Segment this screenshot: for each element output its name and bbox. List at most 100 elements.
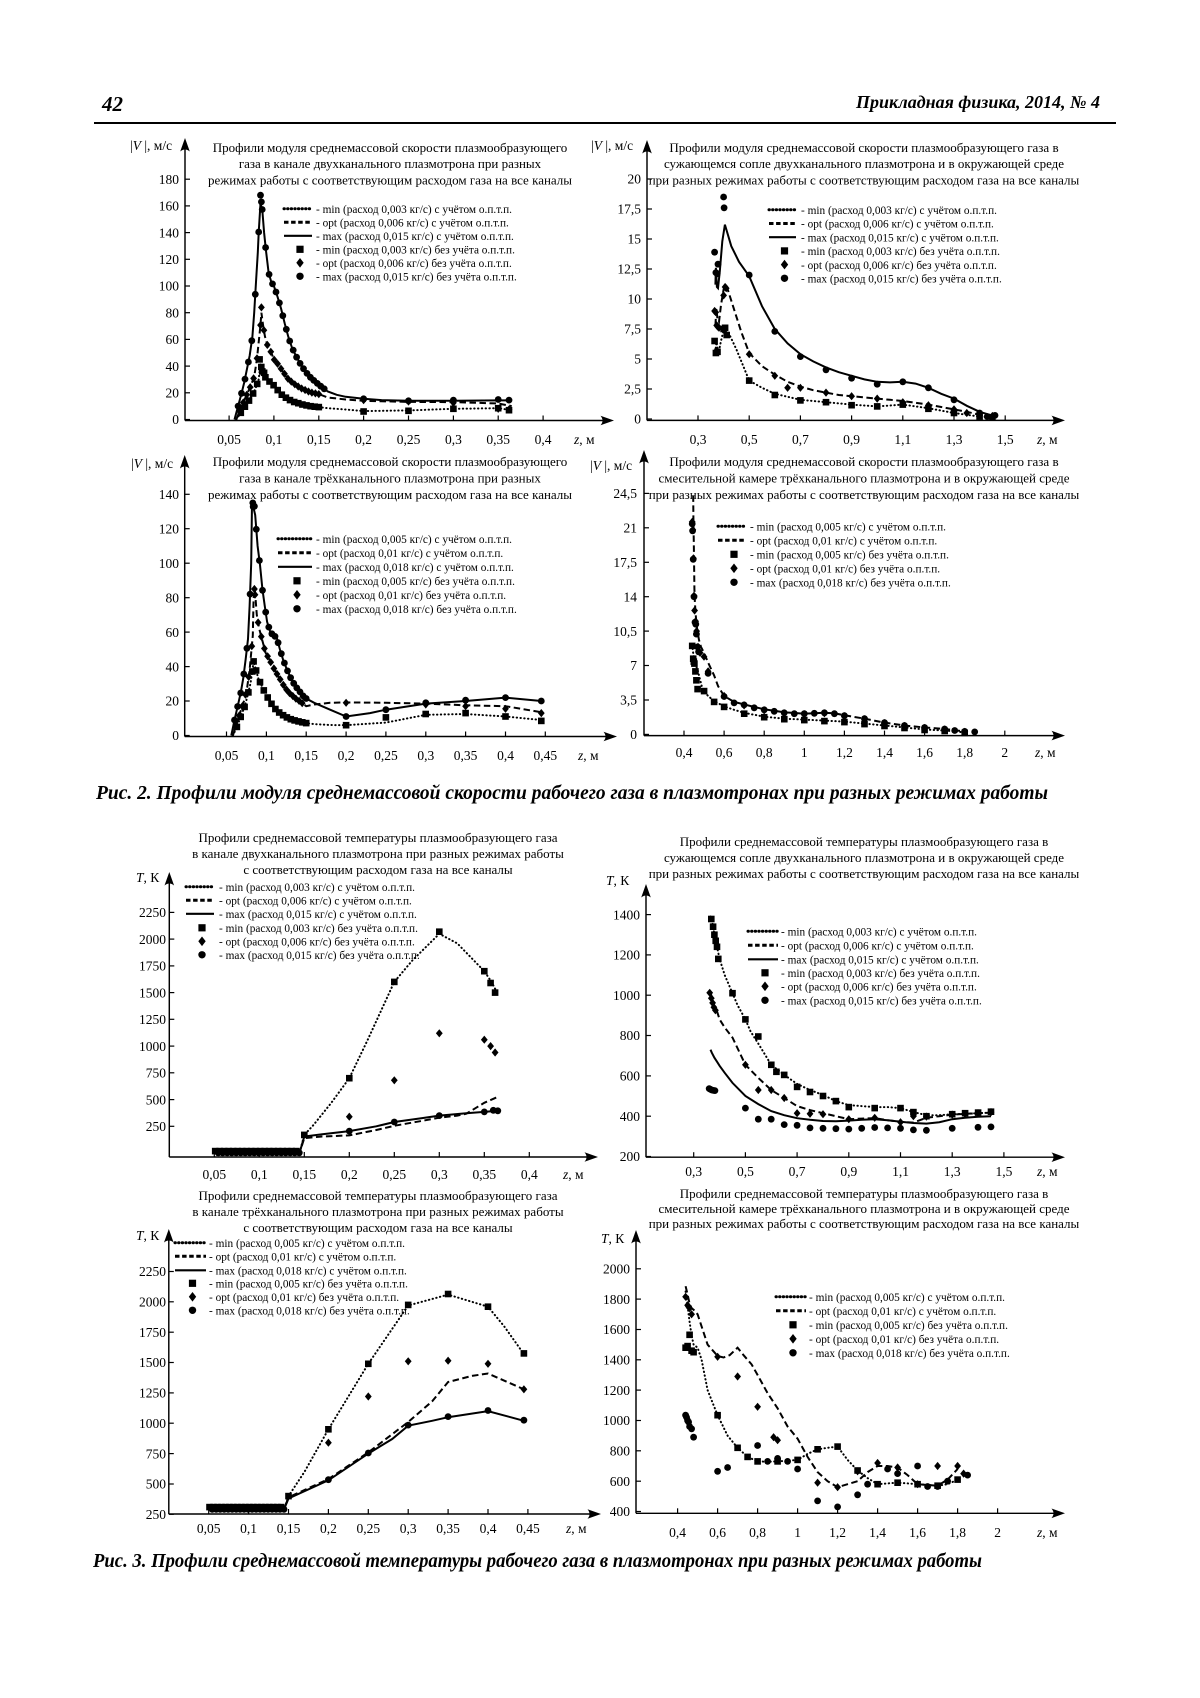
svg-text:- max (расход 0,015 кг/с) с уч: - max (расход 0,015 кг/с) с учётом о.п.т… <box>219 909 417 921</box>
svg-text:0,6: 0,6 <box>716 745 733 760</box>
svg-text:0,1: 0,1 <box>258 748 275 763</box>
svg-text:при разных режимах работы с со: при разных режимах работы с соответствую… <box>649 173 1080 188</box>
svg-text:2,5: 2,5 <box>624 382 641 397</box>
svg-text:160: 160 <box>159 199 180 214</box>
svg-text:0,6: 0,6 <box>709 1525 726 1540</box>
svg-text:|V |, м/с: |V |, м/с <box>130 138 172 153</box>
svg-text:0,1: 0,1 <box>251 1167 268 1182</box>
svg-text:|V |, м/с: |V |, м/с <box>591 138 633 153</box>
svg-text:- opt (расход 0,01 кг/с) без у: - opt (расход 0,01 кг/с) без учёта о.п.т… <box>316 590 506 602</box>
svg-text:1,6: 1,6 <box>916 745 933 760</box>
svg-text:12,5: 12,5 <box>617 262 641 277</box>
svg-text:1: 1 <box>801 745 808 760</box>
svg-text:0,9: 0,9 <box>840 1164 857 1179</box>
svg-text:0,3: 0,3 <box>400 1521 417 1536</box>
svg-text:в канале двухканального плазмо: в канале двухканального плазмотрона при … <box>192 846 564 861</box>
svg-text:1,8: 1,8 <box>949 1525 966 1540</box>
svg-text:- opt (расход 0,01 кг/с) без у: - opt (расход 0,01 кг/с) без учёта о.п.т… <box>809 1334 999 1346</box>
svg-text:- opt (расход 0,006 кг/с) без: - opt (расход 0,006 кг/с) без учёта о.п.… <box>316 258 512 270</box>
svg-text:20: 20 <box>166 386 180 401</box>
svg-text:0,8: 0,8 <box>749 1525 766 1540</box>
svg-text:- min (расход 0,005 кг/с) без: - min (расход 0,005 кг/с) без учёта о.п.… <box>209 1279 408 1291</box>
svg-text:при разных режимах работы с со: при разных режимах работы с соответствую… <box>649 487 1080 502</box>
svg-text:0,4: 0,4 <box>535 432 552 447</box>
svg-text:0,4: 0,4 <box>676 745 693 760</box>
svg-text:при разных режимах работы с со: при разных режимах работы с соответствую… <box>649 866 1080 881</box>
svg-text:в канале трёхканального плазмо: в канале трёхканального плазмотрона при … <box>192 1204 563 1219</box>
svg-text:- min (расход 0,003 кг/с) без: - min (расход 0,003 кг/с) без учёта о.п.… <box>316 245 515 257</box>
svg-text:21: 21 <box>624 521 638 536</box>
svg-text:3,5: 3,5 <box>620 693 637 708</box>
svg-text:80: 80 <box>166 305 180 320</box>
svg-text:10,5: 10,5 <box>613 624 637 639</box>
svg-text:400: 400 <box>610 1504 631 1519</box>
svg-text:- min (расход 0,003 кг/с) без: - min (расход 0,003 кг/с) без учёта о.п.… <box>219 923 418 935</box>
svg-text:1,3: 1,3 <box>944 1164 961 1179</box>
svg-text:0,3: 0,3 <box>417 748 434 763</box>
svg-text:z, м: z, м <box>565 1521 587 1536</box>
svg-text:- max (расход 0,018 кг/с) без: - max (расход 0,018 кг/с) без учёта о.п.… <box>209 1306 410 1318</box>
svg-text:- opt (расход 0,01 кг/с) с учё: - opt (расход 0,01 кг/с) с учётом о.п.т.… <box>809 1306 996 1318</box>
svg-text:- max (расход 0,018 кг/с) без: - max (расход 0,018 кг/с) без учёта о.п.… <box>316 604 517 616</box>
svg-text:2250: 2250 <box>139 905 166 920</box>
svg-text:- max (расход 0,015 кг/с) без: - max (расход 0,015 кг/с) без учёта о.п.… <box>781 996 982 1008</box>
svg-text:1500: 1500 <box>139 985 166 1000</box>
svg-text:60: 60 <box>166 625 180 640</box>
svg-text:0,35: 0,35 <box>454 748 478 763</box>
svg-text:0,3: 0,3 <box>431 1167 448 1182</box>
svg-text:1,5: 1,5 <box>995 1164 1012 1179</box>
svg-text:0,05: 0,05 <box>217 432 241 447</box>
svg-text:0,4: 0,4 <box>480 1521 497 1536</box>
svg-text:- opt (расход 0,01 кг/с) с учё: - opt (расход 0,01 кг/с) с учётом о.п.т.… <box>209 1252 396 1264</box>
svg-text:- min (расход 0,003 кг/с) с уч: - min (расход 0,003 кг/с) с учётом о.п.т… <box>801 205 997 217</box>
svg-text:- opt (расход 0,01 кг/с) с учё: - opt (расход 0,01 кг/с) с учётом о.п.т.… <box>316 548 503 560</box>
svg-text:80: 80 <box>166 590 180 605</box>
svg-text:7,5: 7,5 <box>624 322 641 337</box>
svg-text:с соответствующим расходом газ: с соответствующим расходом газа на все к… <box>243 862 513 877</box>
svg-text:0,8: 0,8 <box>756 745 773 760</box>
svg-text:смесительной камере трёхканаль: смесительной камере трёхканального плазм… <box>658 1201 1069 1216</box>
svg-text:0,15: 0,15 <box>292 1167 316 1182</box>
svg-text:0,9: 0,9 <box>843 432 860 447</box>
svg-text:с соответствующим расходом газ: с соответствующим расходом газа на все к… <box>243 1220 513 1235</box>
svg-text:z, м: z, м <box>1034 745 1056 760</box>
svg-text:1250: 1250 <box>139 1386 166 1401</box>
svg-text:0,35: 0,35 <box>486 432 510 447</box>
svg-text:0,3: 0,3 <box>685 1164 702 1179</box>
svg-text:1750: 1750 <box>139 959 166 974</box>
svg-text:- opt (расход 0,006 кг/с) без: - opt (расход 0,006 кг/с) без учёта о.п.… <box>219 937 415 949</box>
svg-text:z, м: z, м <box>577 748 599 763</box>
svg-text:0,15: 0,15 <box>294 748 318 763</box>
svg-text:140: 140 <box>159 225 180 240</box>
svg-text:- max (расход 0,015 кг/с) с уч: - max (расход 0,015 кг/с) с учётом о.п.т… <box>781 955 979 967</box>
svg-text:0,1: 0,1 <box>265 432 282 447</box>
svg-text:Профили модуля среднемассовой: Профили модуля среднемассовой скорости п… <box>669 454 1058 469</box>
svg-text:600: 600 <box>620 1069 641 1084</box>
svg-text:0,2: 0,2 <box>355 432 372 447</box>
svg-text:0,05: 0,05 <box>215 748 239 763</box>
svg-text:- min (расход 0,003 кг/с) с уч: - min (расход 0,003 кг/с) с учётом о.п.т… <box>219 882 415 894</box>
svg-text:40: 40 <box>166 359 180 374</box>
svg-text:1000: 1000 <box>139 1416 166 1431</box>
svg-text:- opt (расход 0,01 кг/с) без у: - opt (расход 0,01 кг/с) без учёта о.п.т… <box>750 564 940 576</box>
svg-text:0,5: 0,5 <box>737 1164 754 1179</box>
svg-text:0,3: 0,3 <box>445 432 462 447</box>
svg-text:- opt (расход 0,006 кг/с) с уч: - opt (расход 0,006 кг/с) с учётом о.п.т… <box>801 219 994 231</box>
svg-text:0,25: 0,25 <box>382 1167 406 1182</box>
svg-text:0,1: 0,1 <box>240 1521 257 1536</box>
svg-text:1250: 1250 <box>139 1012 166 1027</box>
svg-text:1,2: 1,2 <box>829 1525 846 1540</box>
svg-text:400: 400 <box>620 1109 641 1124</box>
svg-text:1400: 1400 <box>613 907 640 922</box>
svg-text:Прикладная физика, 2014, № 4: Прикладная физика, 2014, № 4 <box>855 92 1100 112</box>
svg-text:1750: 1750 <box>139 1325 166 1340</box>
svg-text:- opt (расход 0,006 кг/с) без: - opt (расход 0,006 кг/с) без учёта о.п.… <box>801 260 997 272</box>
svg-text:- min (расход 0,003 кг/с) с уч: - min (расход 0,003 кг/с) с учётом о.п.т… <box>781 927 977 939</box>
svg-text:750: 750 <box>146 1446 167 1461</box>
svg-text:смесительной камере трёхканаль: смесительной камере трёхканального плазм… <box>658 471 1069 486</box>
svg-text:- max (расход 0,015 кг/с) с уч: - max (расход 0,015 кг/с) с учётом о.п.т… <box>801 232 999 244</box>
svg-text:0,45: 0,45 <box>516 1521 540 1536</box>
svg-text:Рис. 3. Профили среднемассовой: Рис. 3. Профили среднемассовой температу… <box>92 1551 982 1572</box>
svg-text:1200: 1200 <box>603 1383 630 1398</box>
svg-text:0,05: 0,05 <box>202 1167 226 1182</box>
